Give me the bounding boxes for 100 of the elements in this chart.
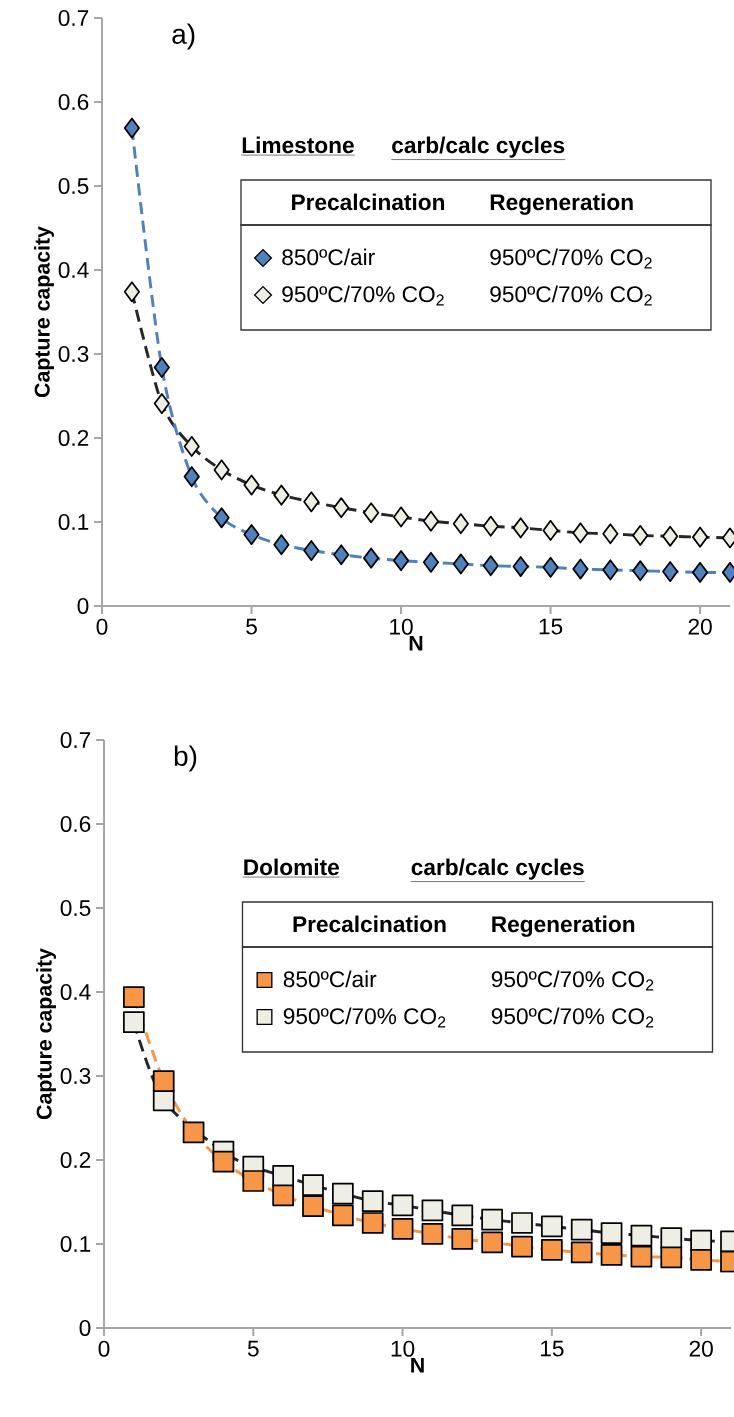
point — [361, 1212, 384, 1234]
point — [243, 524, 260, 546]
legend-label: 850ºC/air — [282, 248, 375, 266]
x-tick-label: 10 — [390, 618, 413, 635]
point — [662, 525, 679, 547]
y-tick-label: 0.7 — [60, 731, 91, 749]
point — [572, 522, 589, 544]
point — [692, 526, 709, 548]
point — [542, 519, 559, 541]
point — [452, 513, 469, 535]
point — [630, 1224, 653, 1247]
x-tick-label: 10 — [391, 1340, 415, 1357]
chart-title: a) — [172, 23, 195, 50]
annotation: carb/calc cycles — [411, 858, 584, 880]
point — [600, 1244, 623, 1266]
y-tick-label: 0.5 — [58, 177, 89, 195]
point — [692, 561, 709, 583]
point — [363, 547, 380, 569]
y-tick-label: 0.4 — [58, 261, 89, 279]
annotation: Regeneration — [492, 915, 635, 937]
point — [242, 1170, 265, 1192]
point — [273, 484, 290, 506]
point — [333, 544, 350, 566]
x-tick-label: 0 — [96, 618, 108, 635]
point — [302, 1195, 324, 1218]
point — [302, 1174, 324, 1197]
point — [303, 540, 320, 562]
point — [481, 1231, 504, 1254]
point — [690, 1249, 713, 1271]
point — [153, 393, 170, 415]
point — [602, 559, 619, 581]
point — [303, 491, 320, 513]
point — [512, 556, 529, 577]
legend-label: 950ºC/70% CO$_{2}$ — [283, 1007, 446, 1028]
point — [572, 558, 589, 580]
point — [451, 1204, 474, 1227]
point — [122, 1011, 145, 1034]
x-tick-label: 15 — [539, 618, 563, 635]
point — [363, 502, 380, 524]
y-tick-label: 0.3 — [58, 345, 89, 363]
point — [331, 1182, 354, 1205]
point — [570, 1241, 593, 1264]
x-axis-title: N — [411, 1357, 424, 1373]
annotation: carb/calc cycles — [392, 136, 565, 158]
point — [630, 1245, 653, 1268]
point — [333, 497, 350, 519]
y-axis-title: Capture capacity — [36, 948, 56, 1120]
point — [421, 1199, 444, 1222]
x-tick-label: 20 — [688, 618, 712, 635]
annotation: Precalcination — [293, 915, 446, 933]
y-tick-label: 0.4 — [60, 983, 91, 1001]
point — [213, 507, 230, 529]
annotation: 950ºC/70% CO$_{2}$ — [490, 285, 652, 306]
annotation: Regeneration — [490, 193, 633, 215]
y-tick-label: 0.1 — [60, 1235, 91, 1253]
point — [183, 466, 200, 488]
point — [511, 1235, 533, 1258]
x-tick-label: 0 — [98, 1340, 110, 1357]
y-axis-title: Capture capacity — [34, 226, 54, 398]
point — [331, 1204, 354, 1227]
point — [481, 1208, 504, 1231]
point — [452, 553, 469, 575]
y-tick-label: 0.2 — [60, 1151, 91, 1169]
annotation: 950ºC/70% CO$_{2}$ — [490, 248, 652, 269]
chart-title: b) — [174, 745, 197, 772]
y-tick-label: 0.2 — [58, 429, 89, 447]
x-tick-label: 5 — [247, 1340, 259, 1357]
point — [422, 510, 440, 532]
point — [122, 986, 145, 1008]
annotation: 950ºC/70% CO$_{2}$ — [491, 970, 654, 991]
x-tick-label: 5 — [246, 618, 257, 635]
point — [540, 1215, 563, 1238]
point — [422, 551, 440, 573]
y-tick-label: 0.1 — [58, 513, 89, 531]
x-axis-title: N — [409, 635, 423, 651]
x-tick-label: 20 — [689, 1340, 713, 1357]
point — [183, 435, 200, 457]
point — [361, 1190, 384, 1213]
point — [600, 1222, 623, 1244]
point — [392, 506, 410, 528]
point — [272, 1184, 295, 1207]
point — [272, 1165, 295, 1187]
point — [391, 1218, 414, 1240]
point — [512, 517, 529, 539]
point — [632, 560, 649, 582]
point — [540, 1239, 563, 1261]
y-tick-label: 0.5 — [60, 899, 91, 917]
point — [273, 534, 290, 556]
y-tick-label: 0.6 — [60, 815, 91, 833]
annotation: Limestone — [242, 136, 354, 154]
point — [662, 561, 679, 583]
point — [570, 1218, 593, 1241]
point — [153, 356, 170, 378]
annotation: Dolomite — [244, 858, 339, 876]
legend-label: 850ºC/air — [283, 970, 377, 988]
point — [391, 1194, 414, 1217]
point — [660, 1227, 683, 1249]
point — [182, 1121, 205, 1144]
point — [392, 550, 410, 572]
point — [123, 117, 140, 139]
